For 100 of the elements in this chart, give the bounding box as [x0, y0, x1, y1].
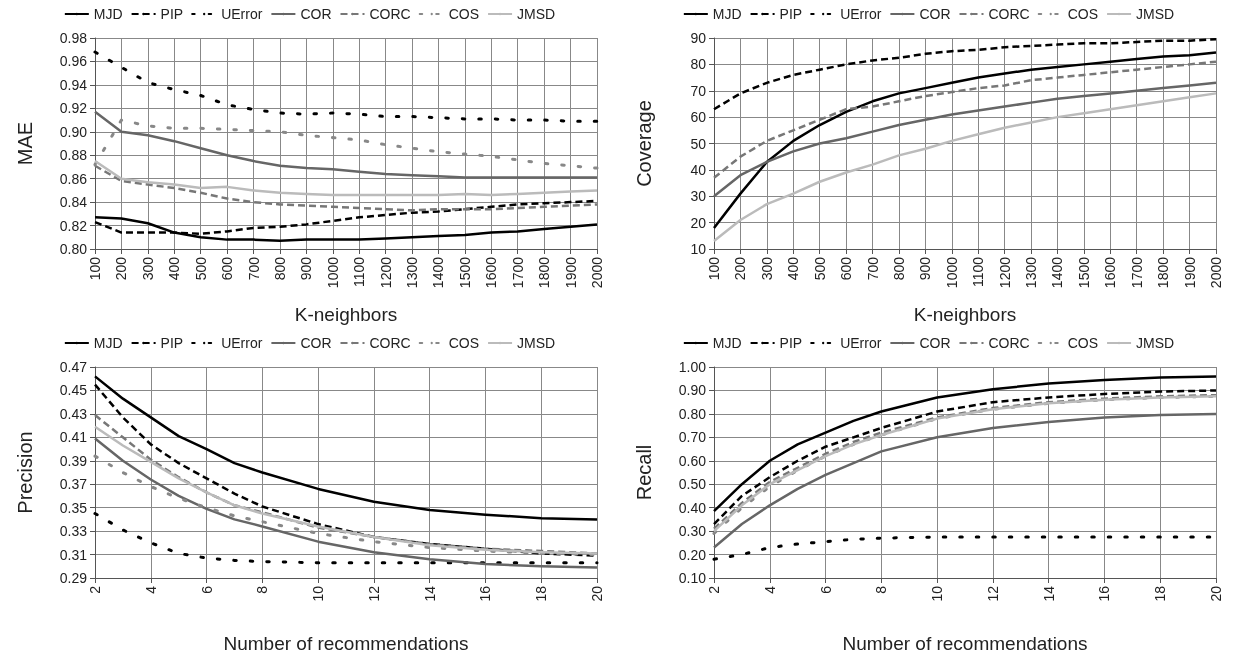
line-series: [93, 110, 599, 179]
line-series: [712, 375, 1218, 513]
x-tick-label: 12: [365, 585, 382, 602]
x-tick-label: 200: [732, 256, 749, 281]
x-tick-label: 20: [1208, 585, 1224, 602]
x-tick-label: 20: [589, 585, 605, 602]
line-series: [712, 60, 1218, 180]
x-tick-label: 18: [533, 585, 550, 602]
legend-label: COS: [1067, 335, 1099, 351]
x-tick-label: 2000: [589, 256, 605, 289]
x-tick-label: 500: [811, 256, 828, 281]
x-tick-label: 1900: [1181, 256, 1198, 289]
x-tick-label: 1000: [943, 256, 960, 289]
x-tick-label: 14: [1040, 585, 1057, 602]
x-tick-label: 1800: [1155, 256, 1172, 289]
legend-label: UError: [840, 335, 882, 351]
x-tick-label: 1300: [404, 256, 421, 289]
y-tick-label: 0.92: [59, 100, 88, 117]
legend-label: PIP: [160, 335, 184, 351]
legend-label: JMSD: [1136, 335, 1175, 351]
x-tick-label: 2000: [1208, 256, 1224, 289]
x-tick-label: 800: [271, 256, 288, 281]
x-tick-label: 10: [310, 585, 327, 602]
legend-label: COR: [300, 6, 332, 22]
x-axis-title: Number of recommendations: [223, 633, 469, 654]
legend-label: CORC: [988, 335, 1030, 351]
y-tick-label: 0.10: [678, 570, 707, 586]
x-tick-label: 1600: [483, 256, 500, 289]
x-tick-label: 18: [1152, 585, 1169, 602]
y-tick-label: 0.84: [59, 194, 88, 211]
y-tick-label: 0.41: [59, 429, 88, 446]
x-tick-label: 600: [219, 256, 236, 281]
x-tick-label: 1100: [351, 256, 368, 288]
x-tick-label: 400: [785, 256, 802, 281]
y-tick-label: 0.37: [59, 476, 88, 493]
x-tick-label: 1000: [324, 256, 341, 289]
x-tick-label: 1400: [430, 256, 447, 289]
x-tick-label: 1900: [562, 256, 579, 289]
y-tick-label: 50: [690, 135, 707, 152]
y-tick-label: 0.40: [678, 499, 707, 516]
y-tick-label: 0.29: [59, 570, 88, 586]
y-tick-label: 0.88: [59, 147, 88, 164]
x-tick-label: 1100: [970, 256, 987, 288]
legend-label: UError: [840, 6, 882, 22]
x-tick-label: 1700: [509, 256, 526, 289]
legend-label: COR: [919, 335, 951, 351]
x-tick-label: 200: [113, 256, 130, 281]
line-series: [93, 164, 599, 212]
y-tick-label: 0.30: [678, 523, 707, 540]
x-tick-label: 8: [873, 585, 890, 594]
x-tick-label: 100: [706, 256, 722, 281]
y-tick-label: 0.96: [59, 53, 88, 70]
y-tick-label: 0.98: [59, 30, 88, 46]
legend-label: MJD: [712, 6, 742, 22]
x-tick-label: 16: [1096, 585, 1113, 602]
legend-label: CORC: [369, 6, 411, 22]
line-series: [93, 437, 599, 569]
x-tick-label: 1500: [456, 256, 473, 289]
x-tick-label: 700: [245, 256, 262, 281]
line-series: [93, 159, 599, 197]
line-series: [712, 412, 1218, 549]
x-tick-label: 800: [890, 256, 907, 281]
x-tick-label: 1800: [536, 256, 553, 289]
y-axis-title: Precision: [14, 431, 36, 514]
y-tick-label: 60: [690, 109, 707, 126]
legend-label: MJD: [93, 6, 123, 22]
y-tick-label: 0.80: [59, 241, 88, 257]
x-tick-label: 900: [298, 256, 315, 281]
legend-label: MJD: [93, 335, 123, 351]
y-tick-label: 0.50: [678, 476, 707, 493]
y-tick-label: 0.86: [59, 170, 88, 187]
x-tick-label: 700: [864, 256, 881, 281]
x-tick-label: 8: [254, 585, 271, 594]
legend-label: UError: [221, 335, 263, 351]
x-axis-title: K-neighbors: [913, 304, 1017, 325]
legend-label: COR: [919, 6, 951, 22]
legend-label: CORC: [369, 335, 411, 351]
x-tick-label: 1200: [996, 256, 1013, 289]
y-tick-label: 30: [690, 188, 707, 205]
x-tick-label: 2: [87, 585, 103, 594]
y-tick-label: 0.94: [59, 76, 88, 93]
legend-label: MJD: [712, 335, 742, 351]
x-tick-label: 1700: [1128, 256, 1145, 289]
x-tick-label: 500: [192, 256, 209, 281]
line-series: [93, 512, 599, 565]
legend-label: UError: [221, 6, 263, 22]
line-series: [93, 50, 599, 123]
y-tick-label: 0.43: [59, 405, 88, 422]
x-tick-label: 16: [477, 585, 494, 602]
x-tick-label: 4: [142, 585, 159, 594]
y-tick-label: 0.60: [678, 452, 707, 469]
legend-label: JMSD: [517, 335, 556, 351]
y-axis-title: Coverage: [633, 100, 655, 187]
y-tick-label: 1.00: [678, 359, 707, 375]
legend-label: COR: [300, 335, 332, 351]
y-axis-title: Recall: [633, 444, 655, 501]
legend-label: CORC: [988, 6, 1030, 22]
x-tick-label: 2: [706, 585, 722, 594]
y-tick-label: 0.90: [678, 382, 707, 399]
y-tick-label: 20: [690, 214, 707, 231]
